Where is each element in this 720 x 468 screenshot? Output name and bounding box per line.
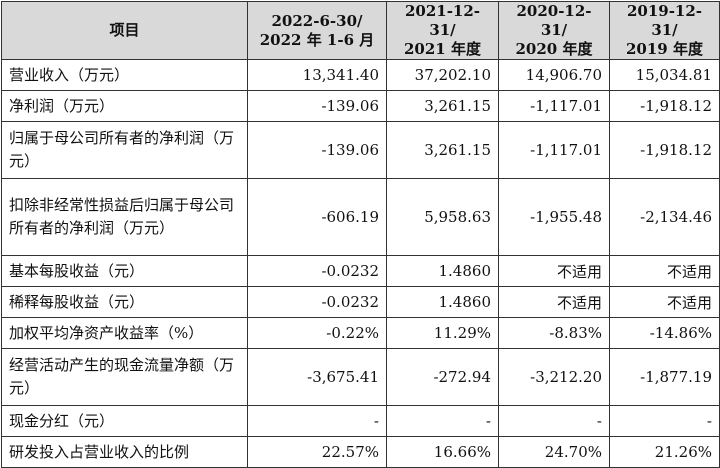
table-cell: 不适用: [498, 286, 610, 318]
table-row: 归属于母公司所有者的净利润（万元） -139.06 3,261.15 -1,11…: [1, 121, 720, 179]
table-cell: 1.4860: [386, 255, 499, 287]
table-cell: -14.86%: [609, 317, 720, 349]
table-row: 稀释每股收益（元） -0.0232 1.4860 不适用 不适用: [1, 286, 720, 318]
table-cell: -3,212.20: [498, 348, 610, 406]
row-label: 现金分红（元）: [1, 405, 248, 437]
table-cell: 24.70%: [498, 436, 610, 468]
table-cell: -: [498, 405, 610, 437]
table-cell: 1.4860: [386, 286, 499, 318]
table-cell: -: [247, 405, 387, 437]
row-label: 归属于母公司所有者的净利润（万元）: [1, 121, 248, 179]
header-2022h1-date: 2022-6-30/: [271, 11, 363, 30]
table-cell: -: [386, 405, 499, 437]
table-cell: 13,341.40: [247, 59, 387, 91]
table-cell: -1,117.01: [498, 90, 610, 122]
table-cell: 16.66%: [386, 436, 499, 468]
table-cell: 11.29%: [386, 317, 499, 349]
table-cell: -1,877.19: [609, 348, 720, 406]
header-item-label: 项目: [109, 21, 140, 39]
table-cell: -272.94: [386, 348, 499, 406]
header-2022h1-period: 2022 年 1-6 月: [259, 30, 375, 49]
table-row: 扣除非经常性损益后归属于母公司所有者的净利润（万元） -606.19 5,958…: [1, 178, 720, 256]
table-cell: -2,134.46: [609, 178, 720, 256]
header-2021-period: 2021 年度: [404, 40, 481, 58]
row-label: 研发投入占营业收入的比例: [1, 436, 248, 468]
table-row: 研发投入占营业收入的比例 22.57% 16.66% 24.70% 21.26%: [1, 436, 720, 468]
table-row: 营业收入（万元） 13,341.40 37,202.10 14,906.70 1…: [1, 59, 720, 91]
table-cell: -8.83%: [498, 317, 610, 349]
table-row: 现金分红（元） - - - -: [1, 405, 720, 437]
header-row: 项目 2022-6-30/2022 年 1-6 月 2021-12-31/202…: [1, 1, 720, 60]
header-2020-period: 2020 年度: [515, 40, 593, 58]
table-cell: 21.26%: [609, 436, 720, 468]
row-label: 稀释每股收益（元）: [1, 286, 248, 318]
header-2019: 2019-12-31/2019 年度: [609, 1, 720, 60]
table-cell: 37,202.10: [386, 59, 499, 91]
header-item: 项目: [1, 1, 248, 60]
table-cell: 5,958.63: [386, 178, 499, 256]
table-cell: -1,117.01: [498, 121, 610, 179]
row-label: 基本每股收益（元）: [1, 255, 248, 287]
table-cell: -0.0232: [247, 255, 387, 287]
table-row: 净利润（万元） -139.06 3,261.15 -1,117.01 -1,91…: [1, 90, 720, 122]
table-cell: 不适用: [609, 255, 720, 287]
header-2020-date: 2020-12-31/: [516, 2, 592, 40]
table-cell: -3,675.41: [247, 348, 387, 406]
row-label: 净利润（万元）: [1, 90, 248, 122]
table-cell: -1,918.12: [609, 90, 720, 122]
table-cell: -1,955.48: [498, 178, 610, 256]
header-2021: 2021-12-31/2021 年度: [386, 1, 499, 60]
table-cell: -139.06: [247, 121, 387, 179]
table-row: 加权平均净资产收益率（%） -0.22% 11.29% -8.83% -14.8…: [1, 317, 720, 349]
header-2019-period: 2019 年度: [626, 40, 703, 58]
table-cell: -0.0232: [247, 286, 387, 318]
table-row: 经营活动产生的现金流量净额（万元） -3,675.41 -272.94 -3,2…: [1, 348, 720, 406]
table-cell: 3,261.15: [386, 121, 499, 179]
table-cell: -1,918.12: [609, 121, 720, 179]
table-cell: -: [609, 405, 720, 437]
header-2021-date: 2021-12-31/: [404, 2, 481, 40]
table-cell: 3,261.15: [386, 90, 499, 122]
table-cell: 22.57%: [247, 436, 387, 468]
table-cell: 不适用: [498, 255, 610, 287]
header-2022h1: 2022-6-30/2022 年 1-6 月: [247, 1, 387, 60]
table-cell: -0.22%: [247, 317, 387, 349]
table-cell: 不适用: [609, 286, 720, 318]
row-label: 扣除非经常性损益后归属于母公司所有者的净利润（万元）: [1, 178, 248, 256]
header-2020: 2020-12-31/2020 年度: [498, 1, 610, 60]
row-label: 营业收入（万元）: [1, 59, 248, 91]
row-label: 经营活动产生的现金流量净额（万元）: [1, 348, 248, 406]
header-2019-date: 2019-12-31/: [626, 2, 703, 40]
row-label: 加权平均净资产收益率（%）: [1, 317, 248, 349]
table-row: 基本每股收益（元） -0.0232 1.4860 不适用 不适用: [1, 255, 720, 287]
table-cell: -139.06: [247, 90, 387, 122]
table-cell: 15,034.81: [609, 59, 720, 91]
table-cell: -606.19: [247, 178, 387, 256]
table-cell: 14,906.70: [498, 59, 610, 91]
